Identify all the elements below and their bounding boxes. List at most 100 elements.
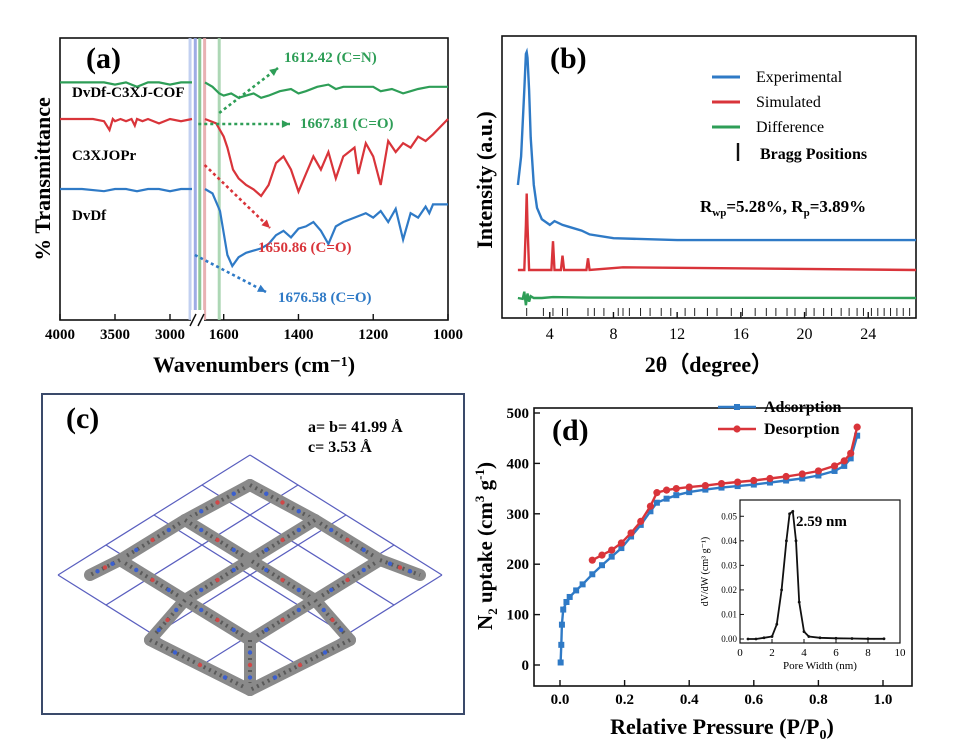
b-y-axis-label: Intensity (a.u.) [472,111,497,249]
desorption-point [750,476,758,485]
a-y-axis-label: % Transmittance [30,97,55,261]
annotation-arrowhead [281,120,290,128]
refinement-factors: Rwp=5.28%, Rp=3.89% [700,197,866,219]
d-axis-ticks: 0.0 0.2 0.4 0.6 0.8 1.0 0 100 200 300 400 500 [507,406,893,708]
annotation-arrow [194,253,267,294]
a-x-tick-label: 3500 [100,327,130,343]
atom [156,627,161,633]
inset-y-tick-label: 0.00 [721,634,737,644]
panel-a: (a) 4000 3500 3000 1600 1400 1200 1000 1612.42… [30,37,463,377]
isotherm-series [557,423,861,666]
adsorption-point [673,492,680,499]
desorption-point [608,546,616,554]
atom [264,491,269,496]
framework-strand-detail [118,518,187,562]
a-x-tick-label: 1000 [433,327,463,343]
atom [199,527,204,533]
legend-label: Bragg Positions [760,146,867,163]
b-x-tick-label: 16 [733,326,749,343]
peak-annotation-label: 1676.58 (C=O) [278,290,372,306]
desorption-point [598,551,606,559]
psd-point [762,636,766,640]
adsorption-point [815,472,822,479]
framework-strand-detail [183,558,252,602]
psd-point [788,512,791,516]
atom [247,675,253,680]
atom [407,569,413,574]
series-label-c3xjopr: C3XJOPr [72,148,136,164]
d-y-tick-label: 400 [507,456,530,472]
atom [134,547,139,553]
annotation-arrowhead [261,219,270,228]
panel-c: (c) a= b= 41.99 Å c= 3.53 Å [41,393,465,715]
desorption-point [588,556,596,564]
atom [361,547,366,553]
framework-strand-detail [313,558,382,602]
panel-b-frame [501,35,917,319]
inset-x-tick-label: 8 [865,647,871,659]
atom [199,509,204,514]
atom [272,675,278,680]
adsorption-point [653,499,660,506]
xrd-line-1 [517,193,917,272]
adsorption-point [718,484,725,491]
panel-d-label: (d) [552,414,589,447]
desorption-point [798,470,806,478]
panel-b-label: (b) [550,42,587,75]
atom [397,565,403,570]
b-x-tick-label: 24 [860,326,876,343]
d-x-tick-label: 0.8 [809,692,828,708]
atom [150,577,155,583]
ir-line-right-0 [204,81,448,99]
atom [166,527,171,533]
desorption-point [847,449,855,457]
atom [264,567,269,573]
atom [247,650,253,655]
panel-a-label: (a) [86,42,121,75]
atom [329,527,334,533]
ir-line-left-1 [60,116,193,133]
b-x-tick-label: 8 [609,326,617,343]
psd-point [882,637,886,641]
ir-line-left-0 [60,81,192,88]
a-x-ticks: 4000 3500 3000 1600 1400 1200 1000 [45,314,463,343]
framework-strand-detail [248,518,317,562]
peak-band [203,38,207,320]
inset-y-tick-label: 0.03 [721,560,737,570]
peak-label: 2.59 nm [796,514,847,530]
desorption-point [653,489,661,497]
cell-line [153,514,347,636]
adsorption-point [847,455,854,462]
d-legend: Adsorption Desorption [718,399,841,438]
atom [134,567,139,573]
atom [322,650,328,655]
b-x-tick-label: 20 [797,326,813,343]
legend-marker [733,425,741,433]
panel-b: (b) 4 8 12 16 20 24 Experimental Simulated Diff… [472,35,917,377]
adsorption-point [608,553,615,560]
atom [110,561,115,566]
annotation-arrowhead [257,284,266,292]
series-label-cof: DvDf-C3XJ-COF [72,85,184,101]
d-x-tick-label: 1.0 [874,692,893,708]
inset-y-tick-label: 0.04 [721,536,737,546]
atom [280,500,285,505]
framework-strand-detail [183,518,252,562]
adsorption-point [558,641,565,648]
framework-strand-detail [379,558,421,577]
adsorption-point [573,587,580,594]
atom [339,627,344,633]
adsorption-point [841,462,848,469]
atom [297,662,303,668]
atom [95,569,100,574]
adsorption-point [702,486,709,493]
psd-point [802,630,806,634]
psd-point [746,637,750,641]
framework-strand-detail [118,558,187,602]
peak-band [193,38,197,320]
a-x-axis-label: Wavenumbers (cm⁻¹) [153,352,355,377]
framework-strand-detail [183,598,252,642]
d-y-tick-label: 200 [507,557,530,573]
desorption-point [782,472,790,481]
